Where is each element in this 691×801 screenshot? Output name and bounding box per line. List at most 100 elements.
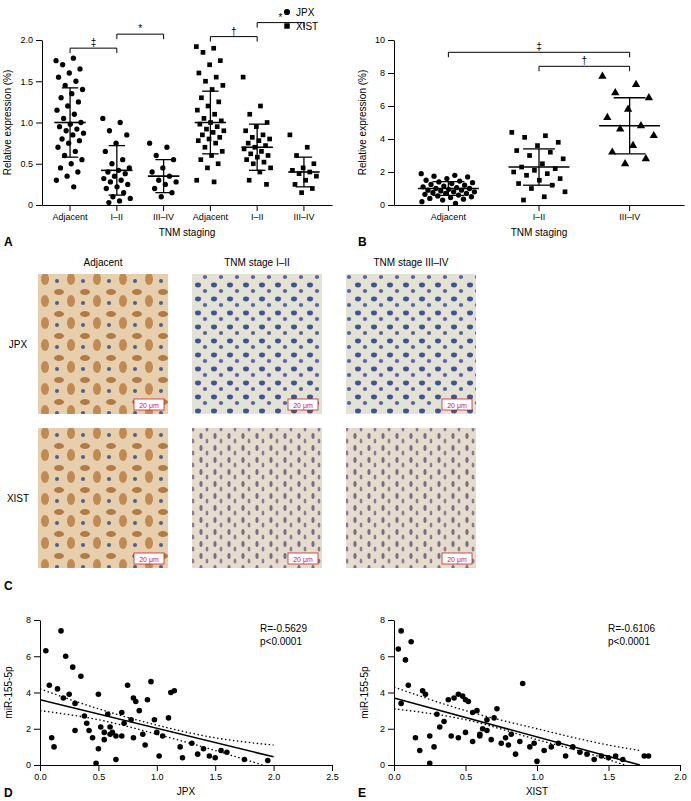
y-axis-title: miR-155-5p	[359, 666, 370, 719]
tick-label: 0.5	[460, 772, 473, 782]
data-point	[417, 748, 423, 754]
error-bar-cap	[432, 195, 464, 196]
data-point	[145, 697, 151, 703]
data-point	[75, 169, 80, 174]
data-point	[446, 697, 452, 703]
data-point	[125, 182, 130, 187]
data-point	[624, 104, 632, 111]
tick-label: 2.5	[326, 772, 339, 782]
stat-annotation: p<0.0001	[608, 636, 650, 647]
tick: III–IV	[619, 205, 640, 222]
panel: 0246810AdjacentI–IIIII–IV†‡TNM stagingRe…	[357, 35, 685, 249]
data-point	[77, 138, 82, 143]
data-point	[201, 746, 207, 752]
data-point	[221, 83, 226, 88]
data-point	[448, 733, 454, 739]
legend-label: JPX	[296, 7, 315, 18]
panel-label: E	[358, 786, 366, 800]
data-point	[650, 131, 658, 138]
error-bar-cap	[249, 170, 265, 171]
tick: III–IV	[293, 205, 314, 222]
data-point	[511, 170, 516, 175]
data-point	[545, 171, 550, 176]
tick-mark	[394, 765, 395, 771]
tick-label: 1.0	[151, 772, 164, 782]
error-bar	[249, 124, 265, 170]
data-point	[563, 753, 569, 759]
data-point	[513, 751, 519, 757]
ihc-image	[346, 428, 476, 568]
figure: 00.51.01.52.0AdjacentI–IIIII–IVAdjacentI…	[0, 0, 691, 801]
data-point	[213, 141, 218, 146]
data-point	[125, 682, 131, 688]
tick-label: 1.5	[20, 77, 33, 87]
data-point	[217, 135, 222, 140]
data-point	[268, 166, 273, 171]
tick: 10	[375, 35, 394, 45]
scale-bar-box	[288, 553, 318, 564]
data-point	[527, 744, 533, 750]
data-point	[534, 759, 540, 765]
data-point	[488, 737, 494, 743]
tick-mark	[34, 729, 40, 730]
data-point	[543, 133, 548, 138]
tick-label: 8	[380, 68, 385, 78]
scale-bar-label: 20 μm	[447, 402, 467, 410]
tick: III–IV	[153, 205, 174, 222]
data-point	[469, 194, 474, 199]
data-point	[521, 198, 526, 203]
data-point	[437, 724, 443, 730]
legend-symbol	[284, 23, 289, 28]
data-point	[201, 50, 206, 55]
tick: 0.5	[93, 765, 106, 782]
tick-label: III–IV	[293, 212, 314, 222]
tick-mark	[448, 205, 449, 211]
data-point	[123, 171, 128, 176]
data-point	[456, 735, 462, 741]
data-point	[247, 178, 252, 183]
data-point	[207, 753, 213, 759]
error-bar-stem	[257, 124, 258, 170]
data-point	[531, 740, 537, 746]
tick: 8	[26, 615, 40, 625]
tick: 4	[380, 688, 394, 698]
data-point	[131, 735, 137, 741]
significance-label: ‡	[91, 37, 97, 48]
y-axis-title: Relative expression (%)	[2, 70, 13, 176]
data-point	[149, 169, 154, 174]
data-point	[423, 692, 429, 698]
tick-mark	[36, 164, 42, 165]
tick-label: 4	[380, 688, 385, 698]
scale-bar-box	[134, 553, 164, 564]
ihc-image	[38, 428, 168, 568]
y-axis: 02468	[26, 615, 41, 770]
scale-bar-label: 20 μm	[293, 402, 313, 410]
data-point	[265, 120, 270, 125]
data-point	[264, 182, 269, 187]
data-point	[58, 628, 64, 634]
data-point	[403, 657, 409, 663]
data-point	[266, 153, 271, 158]
error-bar	[296, 157, 312, 187]
data-point	[43, 648, 49, 654]
data-point	[148, 679, 154, 685]
tick-mark	[388, 620, 394, 621]
data-point	[58, 95, 63, 100]
tick: 2.5	[326, 765, 339, 782]
tick-label: 6	[380, 652, 385, 662]
data-point	[211, 130, 216, 135]
significance-bracket	[210, 37, 257, 42]
data-point	[107, 128, 112, 133]
tick: 2	[26, 724, 40, 734]
panel: 00.51.01.52.0AdjacentI–IIIII–IVAdjacentI…	[2, 7, 333, 250]
data-point	[288, 133, 293, 138]
panel: 024680.00.51.01.52.02.5R=-0.5629p<0.0001…	[3, 615, 339, 800]
scale-bar-box	[288, 399, 318, 410]
data-point	[63, 653, 69, 659]
data-point	[558, 176, 563, 181]
tick-mark	[609, 765, 610, 771]
data-point	[98, 724, 104, 730]
data-point	[216, 161, 221, 166]
tick-label: 1.5	[603, 772, 616, 782]
tick-mark	[34, 765, 40, 766]
